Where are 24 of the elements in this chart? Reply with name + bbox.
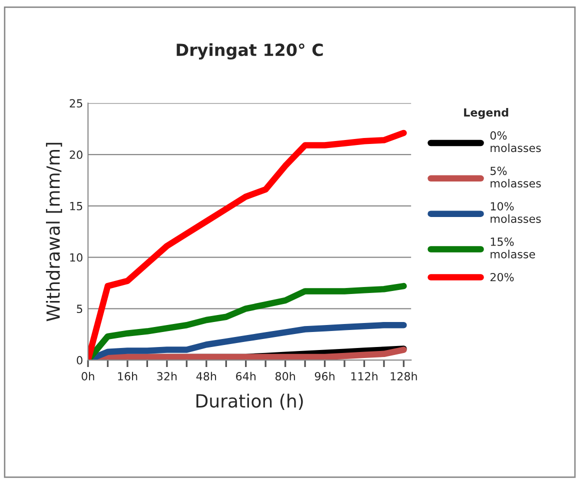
- legend-title: Legend: [464, 108, 508, 119]
- legend-label: 20%: [490, 272, 514, 282]
- chart-title: Dryingat 120° C: [176, 43, 323, 60]
- y-tick-label: 20: [70, 150, 82, 159]
- x-tick-label: 48h: [196, 372, 216, 380]
- x-tick-label: 0h: [82, 372, 94, 380]
- legend-label: 5% molasses: [490, 166, 541, 188]
- x-tick-label: 96h: [314, 372, 334, 380]
- legend-label: 10% molasses: [490, 202, 541, 223]
- x-axis-title: Duration (h): [196, 394, 303, 410]
- y-tick-label: 15: [70, 202, 82, 210]
- x-tick-label: 80h: [275, 372, 295, 380]
- legend-label: 15% molasse: [490, 238, 536, 258]
- x-tick-label: 112h: [351, 372, 378, 380]
- x-tick-label: 16h: [118, 372, 138, 380]
- y-tick-label: 10: [70, 253, 82, 262]
- y-tick-label: 0: [76, 356, 82, 364]
- legend-label: 0% molasses: [490, 131, 541, 152]
- x-tick-label: 128h: [390, 372, 417, 380]
- y-tick-label: 5: [76, 304, 82, 314]
- y-axis-title: Withdrawal [mm/m]: [46, 142, 62, 322]
- x-tick-label: 32h: [157, 372, 177, 380]
- y-tick-label: 25: [70, 99, 82, 108]
- x-tick-label: 64h: [236, 372, 256, 380]
